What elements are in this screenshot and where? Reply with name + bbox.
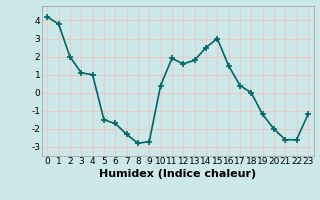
X-axis label: Humidex (Indice chaleur): Humidex (Indice chaleur): [99, 169, 256, 179]
